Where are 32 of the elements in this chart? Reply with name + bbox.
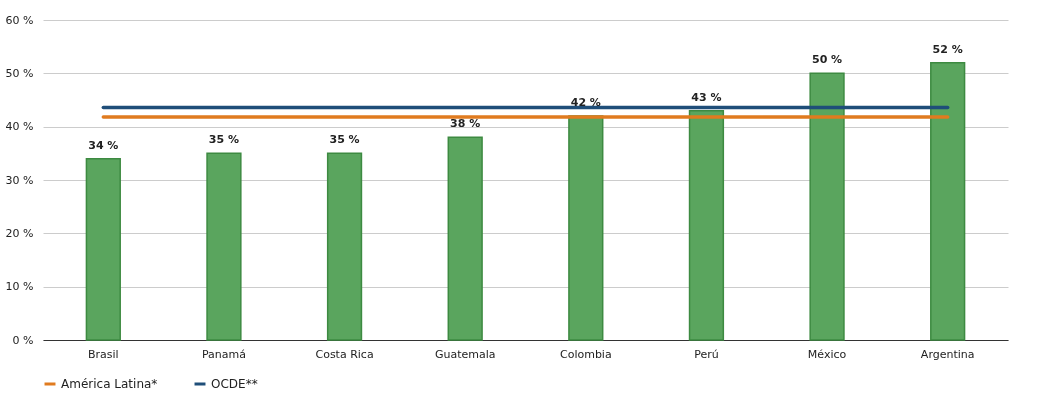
y-tick-label: 50 % <box>5 66 34 80</box>
data-label: 42 % <box>570 96 601 109</box>
y-tick-label: 20 % <box>5 226 34 240</box>
data-label: 35 % <box>208 133 240 147</box>
y-tick-label: 10 % <box>5 280 34 294</box>
data-label: 34 % <box>88 138 119 152</box>
x-tick-label: Perú <box>694 347 719 361</box>
bar <box>206 152 242 341</box>
x-tick-label: Guatemala <box>434 347 496 361</box>
legend-label: OCDE** <box>211 377 258 391</box>
data-label: 38 % <box>450 117 481 131</box>
x-tick-label: Argentina <box>920 347 975 361</box>
data-label: 43 % <box>691 90 722 104</box>
bar <box>326 152 363 341</box>
legend-label: América Latina* <box>61 377 158 391</box>
x-tick-label: México <box>807 347 847 361</box>
data-label: 35 % <box>329 133 360 147</box>
bar <box>688 109 725 341</box>
y-tick-label: 0 % <box>12 333 34 347</box>
x-tick-label: Panamá <box>201 347 246 361</box>
y-tick-label: 30 % <box>5 173 34 187</box>
bar <box>809 72 845 341</box>
bar <box>930 61 966 341</box>
y-tick-label: 40 % <box>5 120 34 134</box>
x-tick-label: Brasil <box>87 347 119 361</box>
bar <box>447 136 483 341</box>
x-tick-label: Costa Rica <box>315 347 374 361</box>
data-label: 52 % <box>932 42 963 56</box>
bar <box>85 157 121 341</box>
x-tick-label: Colombia <box>559 347 612 361</box>
y-tick-label: 60 % <box>5 13 34 27</box>
data-label: 50 % <box>811 53 843 67</box>
